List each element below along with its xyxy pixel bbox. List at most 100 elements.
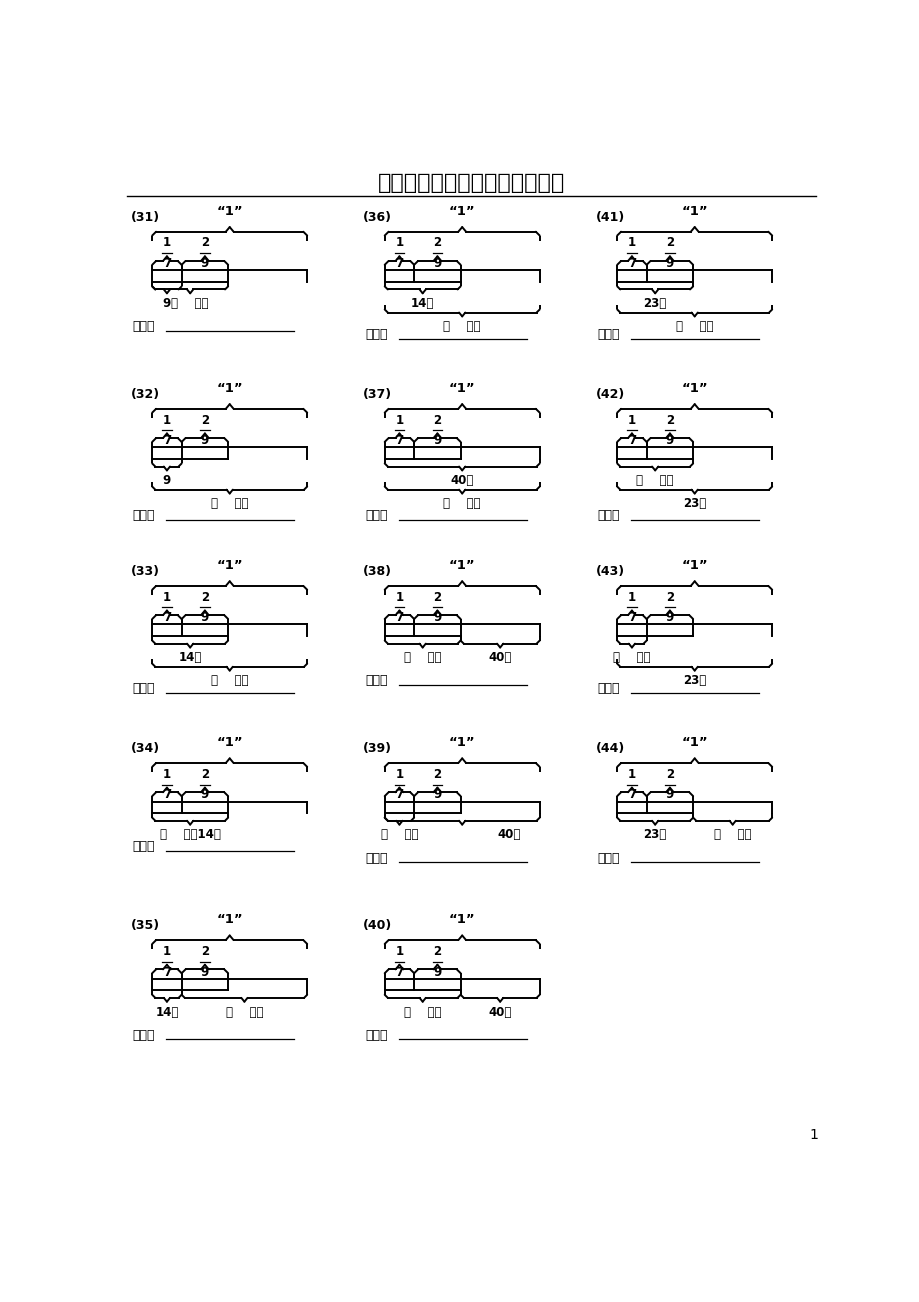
Text: 列式：: 列式： xyxy=(597,852,619,865)
Text: 2: 2 xyxy=(665,414,674,427)
Text: (41): (41) xyxy=(595,211,624,224)
Text: 9: 9 xyxy=(665,256,674,270)
Text: 1: 1 xyxy=(163,414,171,427)
Text: 1: 1 xyxy=(395,414,403,427)
Text: (35): (35) xyxy=(130,919,160,932)
Text: 9: 9 xyxy=(200,256,209,270)
Text: 1: 1 xyxy=(627,237,635,250)
Text: 40米: 40米 xyxy=(488,651,511,664)
Text: （    ）米: （ ）米 xyxy=(380,828,418,841)
Text: 2: 2 xyxy=(665,237,674,250)
Text: 列式：: 列式： xyxy=(132,682,155,695)
Text: 7: 7 xyxy=(395,966,403,979)
Text: 列式：: 列式： xyxy=(365,674,388,687)
Text: 2: 2 xyxy=(200,768,209,781)
Text: “1”: “1” xyxy=(681,204,708,217)
Text: (38): (38) xyxy=(363,565,391,578)
Text: 列式：: 列式： xyxy=(132,509,155,522)
Text: 9: 9 xyxy=(433,612,441,625)
Text: 9: 9 xyxy=(200,789,209,802)
Text: (32): (32) xyxy=(130,388,160,401)
Text: （    ）米: （ ）米 xyxy=(443,320,481,333)
Text: 2: 2 xyxy=(665,768,674,781)
Text: (42): (42) xyxy=(595,388,624,401)
Text: 1: 1 xyxy=(627,768,635,781)
Text: (37): (37) xyxy=(363,388,391,401)
Text: （    ）米: （ ）米 xyxy=(210,497,248,510)
Text: (40): (40) xyxy=(363,919,391,932)
Text: 9: 9 xyxy=(665,612,674,625)
Text: 9: 9 xyxy=(665,789,674,802)
Text: 2: 2 xyxy=(665,591,674,604)
Text: 14米: 14米 xyxy=(411,297,434,310)
Text: 列式：: 列式： xyxy=(365,328,388,341)
Text: (44): (44) xyxy=(595,742,624,755)
Text: 14米: 14米 xyxy=(178,651,201,664)
Text: 列式：: 列式： xyxy=(365,1029,388,1042)
Text: 23米: 23米 xyxy=(643,297,666,310)
Text: “1”: “1” xyxy=(216,913,243,926)
Text: 六年级分数乘除法应用题线段图: 六年级分数乘除法应用题线段图 xyxy=(378,173,564,193)
Text: 1: 1 xyxy=(627,414,635,427)
Text: “1”: “1” xyxy=(216,736,243,749)
Text: 9: 9 xyxy=(163,474,171,487)
Text: 2: 2 xyxy=(433,591,441,604)
Text: “1”: “1” xyxy=(216,204,243,217)
Text: “1”: “1” xyxy=(448,204,475,217)
Text: 列式：: 列式： xyxy=(597,509,619,522)
Text: 9: 9 xyxy=(433,789,441,802)
Text: (33): (33) xyxy=(130,565,159,578)
Text: 列式：: 列式： xyxy=(365,509,388,522)
Text: “1”: “1” xyxy=(448,913,475,926)
Text: “1”: “1” xyxy=(448,559,475,572)
Text: 2: 2 xyxy=(433,768,441,781)
Text: （    ）米14米: （ ）米14米 xyxy=(160,828,221,841)
Text: 7: 7 xyxy=(163,789,171,802)
Text: 7: 7 xyxy=(163,612,171,625)
Text: “1”: “1” xyxy=(216,381,243,395)
Text: （    ）米: （ ）米 xyxy=(612,651,650,664)
Text: 7: 7 xyxy=(627,256,635,270)
Text: （    ）米: （ ）米 xyxy=(171,297,209,310)
Text: （    ）米: （ ）米 xyxy=(225,1005,263,1018)
Text: “1”: “1” xyxy=(681,736,708,749)
Text: 2: 2 xyxy=(200,591,209,604)
Text: 7: 7 xyxy=(627,612,635,625)
Text: 14米: 14米 xyxy=(155,1005,178,1018)
Text: 40米: 40米 xyxy=(496,828,520,841)
Text: 23米: 23米 xyxy=(643,828,666,841)
Text: 1: 1 xyxy=(395,237,403,250)
Text: 1: 1 xyxy=(395,591,403,604)
Text: 9: 9 xyxy=(200,434,209,447)
Text: 9: 9 xyxy=(163,297,171,310)
Text: “1”: “1” xyxy=(681,381,708,395)
Text: 7: 7 xyxy=(163,256,171,270)
Text: 9: 9 xyxy=(665,434,674,447)
Text: 23米: 23米 xyxy=(682,497,706,510)
Text: （    ）米: （ ）米 xyxy=(636,474,674,487)
Text: 列式：: 列式： xyxy=(597,682,619,695)
Text: 1: 1 xyxy=(395,945,403,958)
Text: 7: 7 xyxy=(395,256,403,270)
Text: 7: 7 xyxy=(395,612,403,625)
Text: 1: 1 xyxy=(809,1128,818,1142)
Text: 1: 1 xyxy=(395,768,403,781)
Text: 2: 2 xyxy=(433,414,441,427)
Text: 1: 1 xyxy=(163,768,171,781)
Text: （    ）米: （ ）米 xyxy=(210,674,248,687)
Text: 7: 7 xyxy=(627,789,635,802)
Text: (34): (34) xyxy=(130,742,160,755)
Text: 2: 2 xyxy=(200,414,209,427)
Text: 9: 9 xyxy=(200,966,209,979)
Text: 7: 7 xyxy=(395,434,403,447)
Text: 列式：: 列式： xyxy=(597,328,619,341)
Text: 2: 2 xyxy=(200,945,209,958)
Text: (31): (31) xyxy=(130,211,160,224)
Text: (39): (39) xyxy=(363,742,391,755)
Text: 2: 2 xyxy=(433,945,441,958)
Text: 列式：: 列式： xyxy=(365,852,388,865)
Text: （    ）米: （ ）米 xyxy=(403,1005,441,1018)
Text: 7: 7 xyxy=(163,966,171,979)
Text: （    ）米: （ ）米 xyxy=(675,320,712,333)
Text: (43): (43) xyxy=(595,565,624,578)
